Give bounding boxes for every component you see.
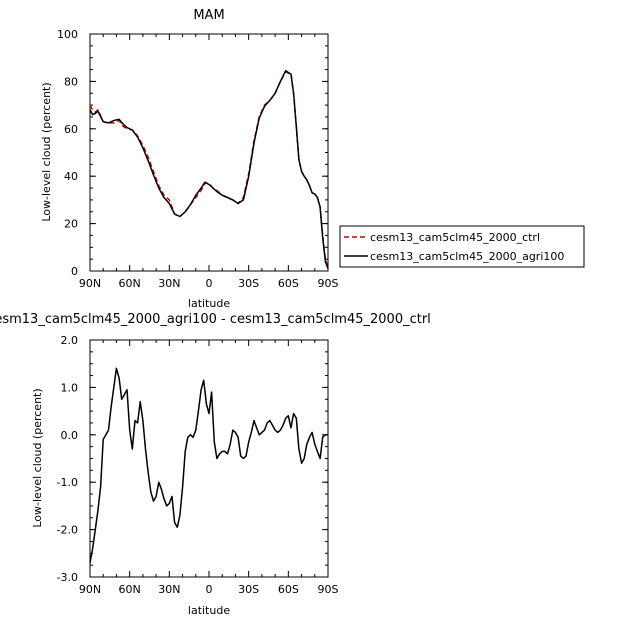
x-tick-label: 0 bbox=[206, 277, 213, 290]
bottom-x-axis-label: latitude bbox=[188, 604, 230, 617]
x-tick-label: 60N bbox=[119, 277, 141, 290]
y-tick-label: -2.0 bbox=[57, 524, 78, 537]
bottom-plot-frame bbox=[89, 339, 329, 578]
top-series-group bbox=[89, 69, 329, 269]
legend: cesm13_cam5clm45_2000_ctrl cesm13_cam5cl… bbox=[339, 225, 585, 268]
top-panel: MAM 90N 60N 30N 0 30S 60S 90S 0 20 40 60 80 100 lat… bbox=[40, 8, 339, 310]
legend-label-agri100: cesm13_cam5clm45_2000_agri100 bbox=[370, 250, 564, 263]
x-tick-label: 90N bbox=[79, 583, 101, 596]
y-tick-label: 60 bbox=[64, 123, 78, 136]
series-line-p1-0 bbox=[89, 71, 329, 269]
bottom-y-axis-label: Low-level cloud (percent) bbox=[31, 388, 44, 527]
x-tick-label: 60S bbox=[278, 277, 299, 290]
series-line-p1-1 bbox=[89, 69, 329, 269]
x-tick-label: 30S bbox=[238, 277, 259, 290]
y-tick-label: -1.0 bbox=[57, 476, 78, 489]
top-x-axis: 90N 60N 30N 0 30S 60S 90S bbox=[79, 34, 339, 290]
x-tick-label: 30N bbox=[158, 277, 180, 290]
x-tick-label: 30S bbox=[238, 583, 259, 596]
top-chart-title: MAM bbox=[193, 8, 224, 23]
y-tick-label: 2.0 bbox=[61, 334, 79, 347]
y-tick-label: -3.0 bbox=[57, 571, 78, 584]
y-tick-label: 80 bbox=[64, 75, 78, 88]
y-tick-label: 0.0 bbox=[61, 429, 79, 442]
legend-box bbox=[339, 225, 585, 268]
x-tick-label: 90S bbox=[318, 277, 339, 290]
x-tick-label: 60S bbox=[278, 583, 299, 596]
x-tick-label: 30N bbox=[158, 583, 180, 596]
y-tick-label: 40 bbox=[64, 170, 78, 183]
top-y-axis: 0 20 40 60 80 100 bbox=[57, 28, 328, 278]
legend-label-ctrl: cesm13_cam5clm45_2000_ctrl bbox=[370, 231, 540, 244]
x-tick-label: 90N bbox=[79, 277, 101, 290]
x-tick-label: 60N bbox=[119, 583, 141, 596]
x-tick-label: 0 bbox=[206, 583, 213, 596]
top-y-axis-label: Low-level cloud (percent) bbox=[40, 82, 53, 221]
top-plot-frame bbox=[89, 33, 329, 272]
series-line-p2-0 bbox=[89, 367, 328, 563]
bottom-x-axis: 90N 60N 30N 0 30S 60S 90S bbox=[79, 340, 339, 596]
bottom-series-group bbox=[89, 367, 328, 563]
bottom-chart-title: cesm13_cam5clm45_2000_agri100 - cesm13_c… bbox=[0, 312, 431, 327]
bottom-panel: cesm13_cam5clm45_2000_agri100 - cesm13_c… bbox=[0, 312, 431, 617]
y-tick-label: 20 bbox=[64, 218, 78, 231]
top-x-axis-label: latitude bbox=[188, 297, 230, 310]
x-tick-label: 90S bbox=[318, 583, 339, 596]
bottom-y-axis: -3.0 -2.0 -1.0 0.0 1.0 2.0 bbox=[57, 334, 328, 584]
y-tick-label: 1.0 bbox=[61, 381, 79, 394]
y-tick-label: 0 bbox=[71, 265, 78, 278]
y-tick-label: 100 bbox=[57, 28, 78, 41]
